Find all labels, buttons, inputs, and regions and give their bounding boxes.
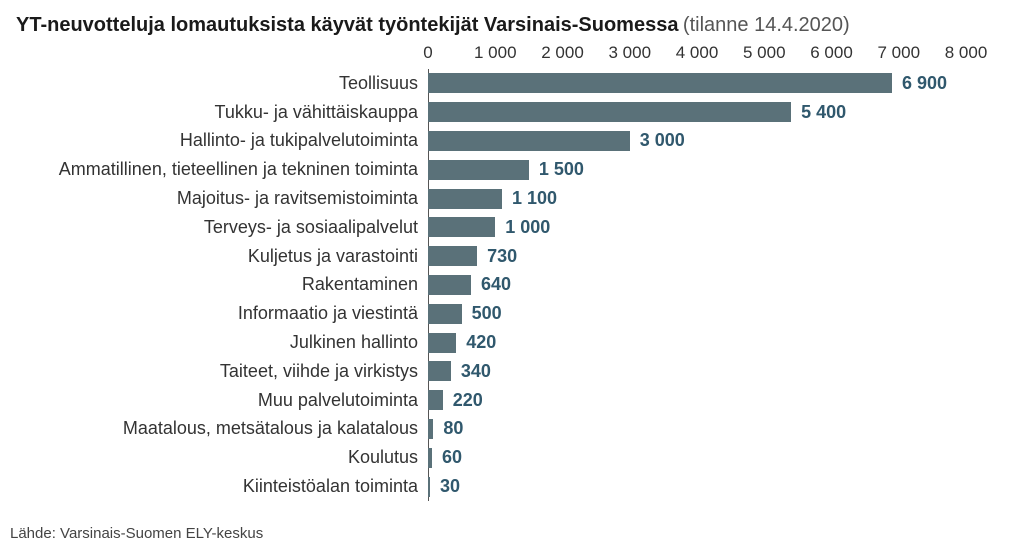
value-label: 730 — [477, 246, 517, 267]
x-tick: 4 000 — [676, 43, 719, 63]
category-label: Teollisuus — [8, 73, 428, 94]
value-label: 5 400 — [791, 102, 846, 123]
x-tick: 0 — [423, 43, 432, 63]
bar-row: Maatalous, metsätalous ja kalatalous80 — [428, 416, 966, 442]
x-tick: 8 000 — [945, 43, 988, 63]
x-tick: 3 000 — [608, 43, 651, 63]
bar-row: Taiteet, viihde ja virkistys340 — [428, 358, 966, 384]
x-tick: 1 000 — [474, 43, 517, 63]
bar — [428, 304, 462, 324]
bar — [428, 333, 456, 353]
category-label: Kuljetus ja varastointi — [8, 246, 428, 267]
bar-row: Julkinen hallinto420 — [428, 330, 966, 356]
value-label: 30 — [430, 476, 460, 497]
value-label: 1 000 — [495, 217, 550, 238]
category-label: Majoitus- ja ravitsemistoiminta — [8, 188, 428, 209]
bar — [428, 361, 451, 381]
bar — [428, 189, 502, 209]
bar — [428, 131, 630, 151]
bar — [428, 275, 471, 295]
source-text: Lähde: Varsinais-Suomen ELY-keskus — [10, 525, 263, 542]
x-tick: 2 000 — [541, 43, 584, 63]
category-label: Terveys- ja sosiaalipalvelut — [8, 217, 428, 238]
value-label: 3 000 — [630, 130, 685, 151]
bar-row: Terveys- ja sosiaalipalvelut1 000 — [428, 214, 966, 240]
category-label: Muu palvelutoiminta — [8, 390, 428, 411]
bar-row: Koulutus60 — [428, 445, 966, 471]
bar — [428, 73, 892, 93]
x-tick: 7 000 — [877, 43, 920, 63]
bar-row: Tukku- ja vähittäiskauppa5 400 — [428, 99, 966, 125]
bar-row: Informaatio ja viestintä500 — [428, 301, 966, 327]
category-label: Informaatio ja viestintä — [8, 303, 428, 324]
bar-row: Teollisuus6 900 — [428, 70, 966, 96]
category-label: Julkinen hallinto — [8, 332, 428, 353]
bars-container: Teollisuus6 900 Tukku- ja vähittäiskauppa… — [428, 69, 966, 501]
value-label: 1 500 — [529, 159, 584, 180]
value-label: 420 — [456, 332, 496, 353]
x-tick: 5 000 — [743, 43, 786, 63]
category-label: Ammatillinen, tieteellinen ja tekninen t… — [8, 159, 428, 180]
category-label: Taiteet, viihde ja virkistys — [8, 361, 428, 382]
bar — [428, 390, 443, 410]
bar-row: Muu palvelutoiminta220 — [428, 387, 966, 413]
category-label: Kiinteistöalan toiminta — [8, 476, 428, 497]
chart-title: YT-neuvotteluja lomautuksista käyvät työ… — [10, 14, 1006, 37]
bar-row: Hallinto- ja tukipalvelutoiminta3 000 — [428, 128, 966, 154]
bar — [428, 246, 477, 266]
value-label: 1 100 — [502, 188, 557, 209]
value-label: 500 — [462, 303, 502, 324]
bar-row: Rakentaminen640 — [428, 272, 966, 298]
title-subtitle: (tilanne 14.4.2020) — [683, 14, 850, 36]
bar-chart: Teollisuus6 900Tukku- ja vähittäiskauppa… — [10, 43, 1006, 503]
value-label: 340 — [451, 361, 491, 382]
bar-row: Majoitus- ja ravitsemistoiminta1 100 — [428, 186, 966, 212]
category-label: Hallinto- ja tukipalvelutoiminta — [8, 130, 428, 151]
category-label: Koulutus — [8, 447, 428, 468]
value-label: 6 900 — [892, 73, 947, 94]
category-label: Tukku- ja vähittäiskauppa — [8, 102, 428, 123]
bar — [428, 160, 529, 180]
category-label: Maatalous, metsätalous ja kalatalous — [8, 418, 428, 439]
value-label: 60 — [432, 447, 462, 468]
bar — [428, 217, 495, 237]
bar-row: Ammatillinen, tieteellinen ja tekninen t… — [428, 157, 966, 183]
bar — [428, 102, 791, 122]
x-tick: 6 000 — [810, 43, 853, 63]
value-label: 640 — [471, 274, 511, 295]
value-label: 80 — [433, 418, 463, 439]
category-label: Rakentaminen — [8, 274, 428, 295]
value-label: 220 — [443, 390, 483, 411]
bar-row: Kiinteistöalan toiminta30 — [428, 474, 966, 500]
title-main: YT-neuvotteluja lomautuksista käyvät työ… — [16, 14, 678, 36]
bar-row: Kuljetus ja varastointi730 — [428, 243, 966, 269]
